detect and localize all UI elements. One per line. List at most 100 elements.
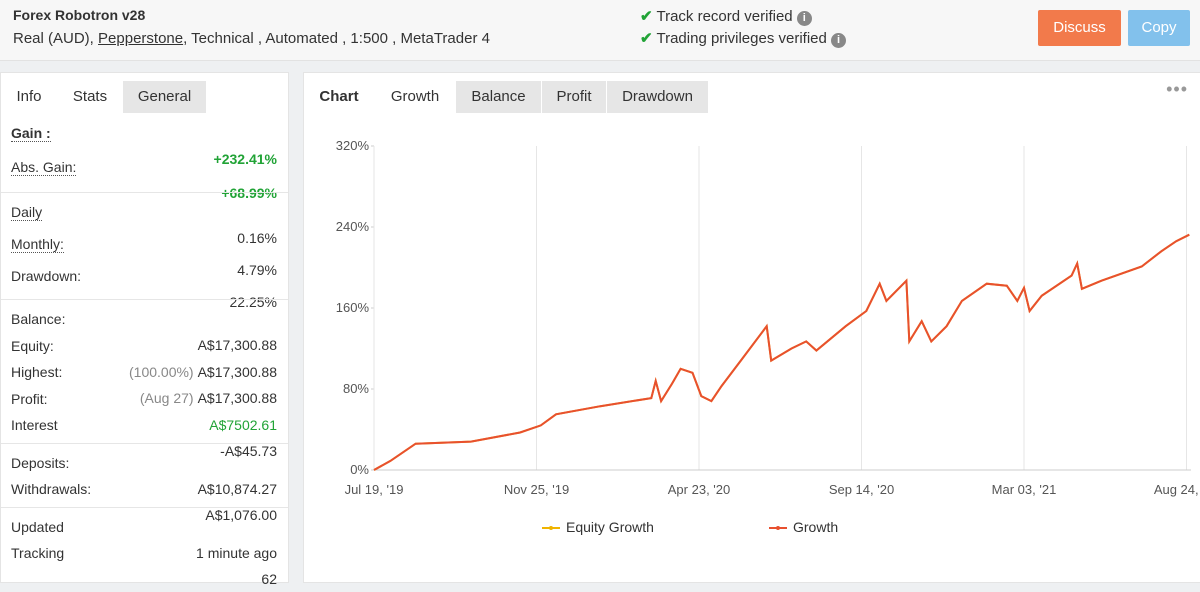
x-tick-label: Apr 23, '20 (668, 482, 730, 497)
stat-note: (100.00%) (129, 363, 194, 380)
legend-marker (549, 526, 553, 530)
stat-label: Deposits: (11, 454, 70, 471)
stat-row: Equity: (100.00%) A$17,300.88 (11, 333, 277, 380)
stat-label: Equity: (11, 337, 54, 354)
x-tick-label: Aug 24, '21 (1154, 482, 1200, 497)
discuss-button[interactable]: Discuss (1038, 10, 1121, 46)
divider (1, 442, 288, 444)
stat-row: Highest: (Aug 27) A$17,300.88 (11, 359, 277, 406)
stat-number: A$7502.61 (209, 416, 277, 433)
stat-label: Monthly: (11, 236, 64, 253)
stat-value: A$17,300.88 (198, 332, 277, 358)
stats-panel: Info Stats General Gain : +232.41% Abs. Gain:… (0, 72, 289, 587)
stat-label: Tracking (11, 545, 65, 561)
menu-icon[interactable]: ••• (1166, 79, 1188, 99)
chart: 0% 80% 160% 240% 320% Jul 19, '19 Nov 25, '19 A… (336, 138, 1200, 535)
verification: ✔ Trading privileges verified i (640, 29, 847, 48)
y-tick-label: 320% (336, 138, 370, 153)
stat-label: Interest (11, 417, 58, 433)
info-icon[interactable]: i (831, 33, 847, 48)
y-tick-label: 160% (336, 300, 370, 315)
stat-value: A$1,076.00 (205, 502, 277, 528)
stat-number: 0.16% (237, 230, 277, 246)
stat-value: A$7502.61 (209, 412, 277, 438)
title: Forex Robotron v28 (13, 7, 146, 23)
legend-label[interactable]: Growth (793, 519, 838, 535)
stat-number: A$17,300.88 (197, 390, 277, 406)
account: Real (AUD), (13, 30, 94, 47)
stat-row: Interest -A$45.73 (11, 412, 277, 459)
stat-number: A$10,874.27 (197, 480, 277, 497)
verification: ✔ Track record verified i (640, 7, 812, 26)
chart-tab[interactable]: Growth (375, 81, 455, 113)
stat-value: 4.79% (237, 257, 277, 283)
x-tick-label: Sep 14, '20 (829, 482, 894, 497)
stat-row: Balance: A$17,300.88 (11, 306, 277, 353)
chart-tab[interactable]: Drawdown (607, 81, 708, 113)
stat-number: A$1,076.00 (205, 507, 277, 523)
stat-value: 22.25% (230, 289, 277, 315)
stat-row: Monthly: 4.79% (11, 231, 277, 278)
stat-number: +232.41% (213, 151, 277, 167)
subtitle: Real (AUD), Pepperstone, Technical , Aut… (13, 30, 490, 47)
stat-label: Balance: (11, 311, 66, 327)
stat-label: Daily (11, 204, 43, 221)
stat-value: -A$45.73 (220, 438, 277, 464)
info-icon[interactable]: i (796, 11, 812, 26)
chart-tab[interactable]: Profit (542, 81, 606, 113)
stat-label: Abs. Gain: (11, 159, 77, 176)
verification-text: Track record verified (656, 8, 793, 25)
stat-row: Updated 1 minute ago (11, 514, 277, 561)
details: , Technical , Automated , 1:500 , MetaTr… (183, 30, 490, 47)
stat-label: Highest: (11, 364, 63, 380)
stat-value: (100.00%) A$17,300.88 (129, 359, 277, 385)
x-tick-label: Jul 19, '19 (345, 482, 404, 497)
stat-number: +68.99% (221, 185, 277, 201)
legend-marker (776, 526, 780, 530)
stat-number: -A$45.73 (220, 443, 277, 459)
stat-value: +68.99% (221, 180, 277, 206)
verification-text: Trading privileges verified (656, 30, 827, 47)
y-tick-label: 80% (343, 381, 369, 396)
stat-number: 62 (261, 571, 277, 587)
stat-row: Tracking 62 (11, 540, 277, 587)
stat-number: 22.25% (229, 294, 277, 310)
divider (1, 192, 288, 193)
stat-label: Updated (11, 518, 64, 535)
stat-row: Gain : +232.41% (11, 120, 277, 167)
stat-row: Withdrawals: A$1,076.00 (11, 476, 277, 523)
stat-value: 62 (261, 566, 277, 592)
stat-label: Drawdown: (11, 268, 82, 284)
stat-row: Profit: A$7502.61 (11, 386, 277, 433)
chart-panel: ••• 0% 80% 160% 240% 320% Jul 19, '19 Nov 25, … (303, 72, 1200, 583)
stat-label: Gain : (11, 125, 51, 142)
x-tick-label: Nov 25, '19 (504, 482, 569, 497)
stat-row: Drawdown: 22.25% (11, 263, 277, 310)
sidebar-tab[interactable]: Stats (59, 81, 121, 113)
stat-number: A$17,300.88 (197, 337, 277, 353)
y-tick-label: 240% (336, 219, 370, 234)
divider (1, 299, 288, 300)
stat-value: +232.41% (214, 146, 277, 172)
stat-row: Deposits: A$10,874.27 (11, 450, 277, 497)
x-tick-label: Mar 03, '21 (992, 482, 1057, 497)
stat-number: A$17,300.88 (197, 363, 277, 380)
chart-tab[interactable]: Chart (319, 88, 359, 105)
legend-label[interactable]: Equity Growth (566, 519, 654, 535)
sidebar-tab[interactable]: Info (16, 88, 42, 105)
header: Forex Robotron v28 Real (AUD), Peppersto… (0, 0, 1200, 61)
stat-row: Daily 0.16% (11, 199, 277, 246)
chart-tab[interactable]: Balance (456, 81, 541, 113)
copy-button[interactable]: Copy (1128, 10, 1190, 46)
stat-value: 1 minute ago (196, 540, 277, 566)
plot-area (374, 146, 1191, 470)
sidebar-tab[interactable]: General (123, 81, 206, 113)
broker-link[interactable]: Pepperstone (98, 30, 184, 47)
stat-value: A$10,874.27 (198, 476, 277, 502)
stat-value: 0.16% (237, 225, 277, 251)
stat-note: (Aug 27) (139, 390, 194, 406)
stat-row: Abs. Gain: +68.99% (11, 154, 277, 201)
y-tick-label: 0% (350, 462, 369, 477)
stat-number: 4.79% (237, 262, 277, 278)
